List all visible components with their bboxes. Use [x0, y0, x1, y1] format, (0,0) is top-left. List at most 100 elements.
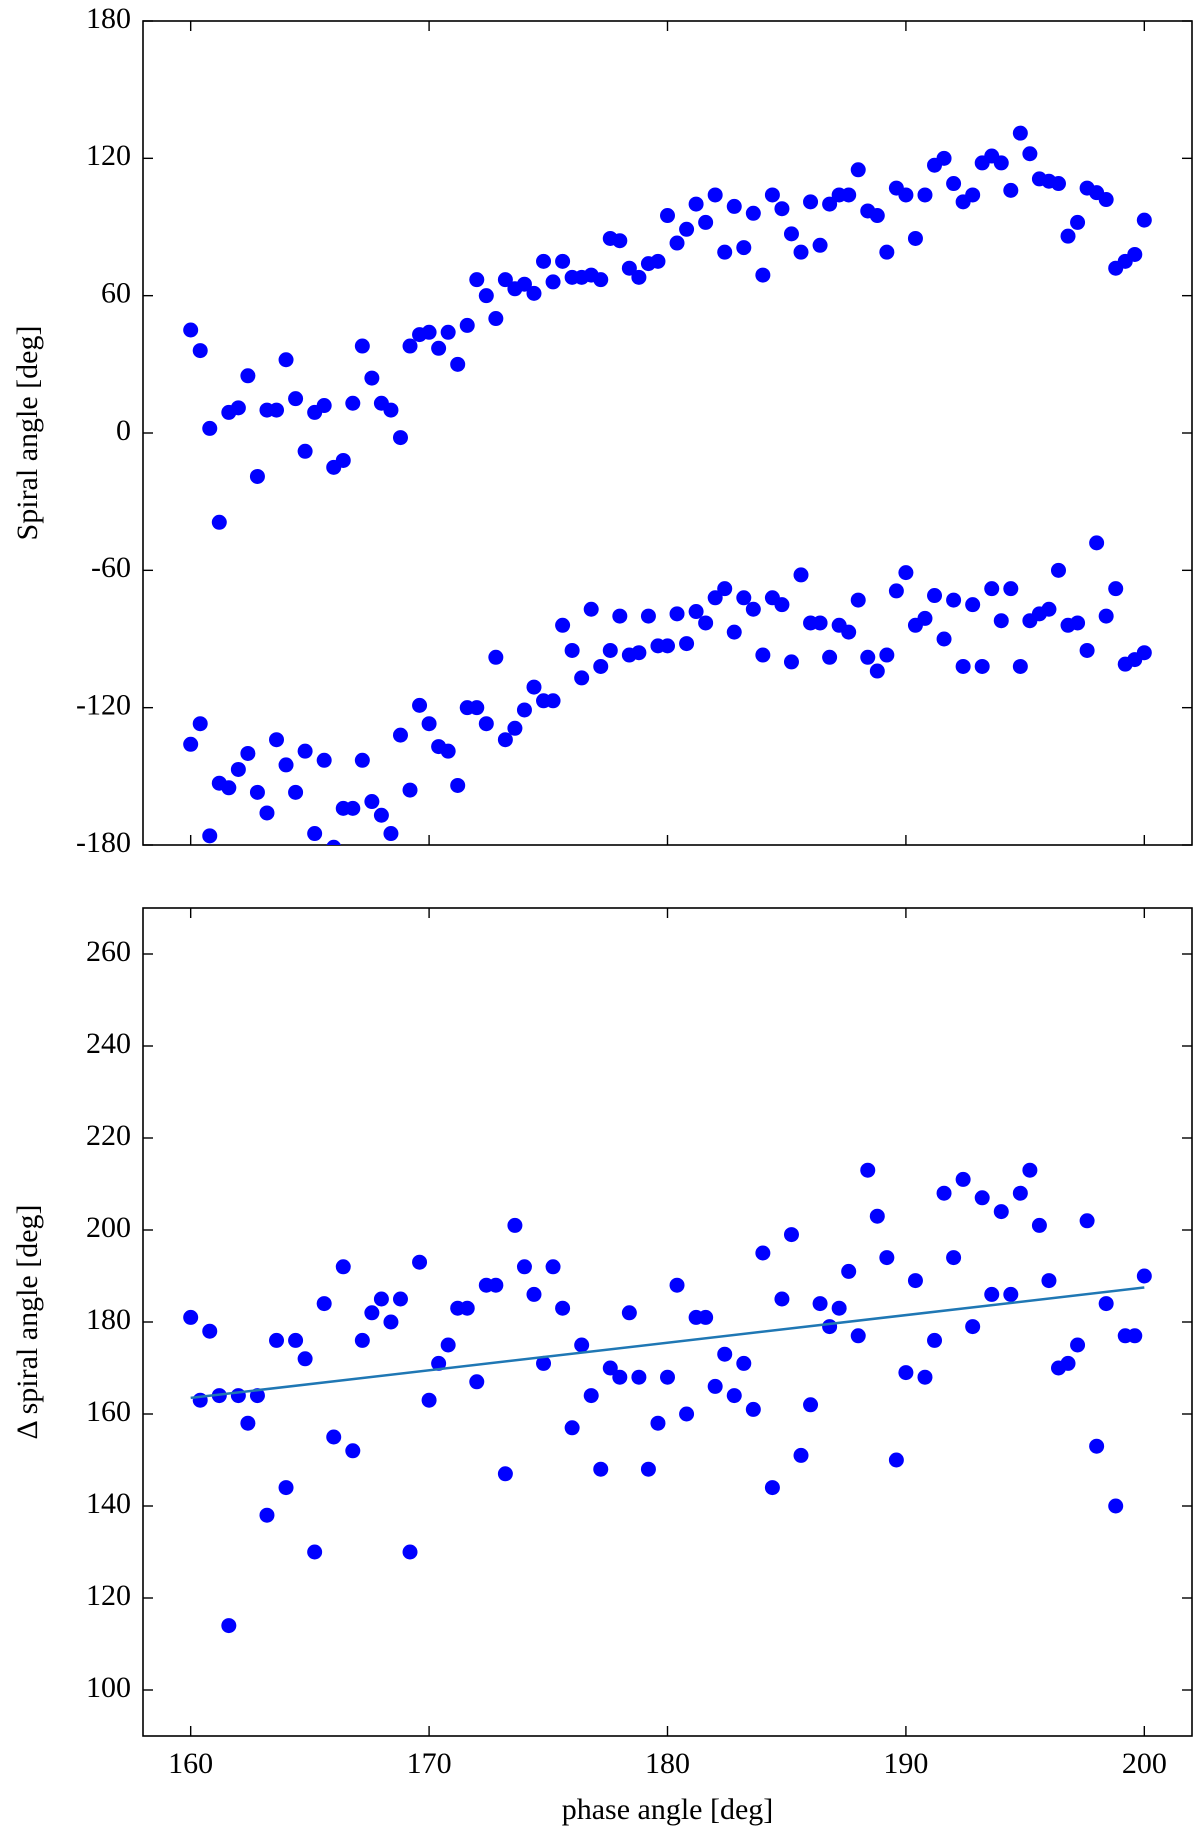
point [240, 1415, 256, 1431]
point [288, 391, 304, 407]
point [793, 1447, 809, 1463]
point [421, 716, 437, 732]
point [707, 1378, 723, 1394]
point [679, 1406, 695, 1422]
y-tick-label: 120 [86, 139, 131, 172]
point [402, 338, 418, 354]
point [1079, 642, 1095, 658]
point [879, 1250, 895, 1266]
point [803, 1397, 819, 1413]
point [545, 274, 561, 290]
y-tick-label: -180 [76, 826, 131, 859]
point [955, 1171, 971, 1187]
point [574, 670, 590, 686]
point [1127, 246, 1143, 262]
point [698, 214, 714, 230]
point [946, 1250, 962, 1266]
point [764, 187, 780, 203]
point [1041, 601, 1057, 617]
point [221, 780, 237, 796]
point [497, 1466, 513, 1482]
y-axis-label: Δ spiral angle [deg] [11, 1204, 44, 1439]
point [183, 322, 199, 338]
point [621, 260, 637, 276]
point [326, 839, 341, 845]
x-tick-label: 180 [645, 1747, 690, 1780]
point [631, 1369, 647, 1385]
point [917, 1369, 933, 1385]
point [402, 1544, 418, 1560]
x-axis-label: phase angle [deg] [562, 1793, 774, 1826]
y-tick-label: 120 [86, 1579, 131, 1612]
point [631, 269, 647, 285]
point [392, 1291, 408, 1307]
point [192, 716, 208, 732]
point [364, 1305, 380, 1321]
point [478, 288, 494, 304]
point [1108, 1498, 1124, 1514]
point [888, 583, 904, 599]
point [764, 1480, 780, 1496]
point [440, 1337, 456, 1353]
point [488, 311, 504, 327]
point [516, 1259, 532, 1275]
point [192, 343, 208, 359]
y-tick-label: 240 [86, 1027, 131, 1060]
point [335, 1259, 351, 1275]
point [860, 1162, 876, 1178]
y-tick-label: 180 [86, 2, 131, 35]
point [526, 285, 542, 301]
point [564, 1420, 580, 1436]
point [516, 276, 532, 292]
point [316, 398, 332, 414]
point [974, 1190, 990, 1206]
point [1098, 1296, 1114, 1312]
point [545, 693, 561, 709]
point [1022, 146, 1038, 162]
point [345, 800, 361, 816]
point [755, 647, 771, 663]
point [974, 658, 990, 674]
point [1012, 658, 1028, 674]
point [373, 807, 389, 823]
point [736, 1355, 752, 1371]
x-tick-label: 170 [407, 1747, 452, 1780]
point [1041, 1273, 1057, 1289]
point [440, 324, 456, 340]
point [936, 631, 952, 647]
point [707, 187, 723, 203]
point [850, 162, 866, 178]
point [431, 1355, 447, 1371]
point [917, 187, 933, 203]
y-tick-label: 60 [101, 277, 131, 310]
point [660, 208, 675, 224]
point [745, 601, 761, 617]
point [240, 368, 256, 384]
point [1060, 1355, 1076, 1371]
point [507, 720, 523, 736]
point [507, 1217, 523, 1233]
point [459, 317, 475, 333]
point [1098, 192, 1114, 208]
point [936, 1185, 952, 1201]
point [364, 794, 380, 810]
point [593, 272, 609, 288]
point [526, 1286, 542, 1302]
point [288, 784, 304, 800]
point [297, 443, 313, 459]
y-tick-label: 200 [86, 1211, 131, 1244]
point [1136, 212, 1152, 228]
point [774, 1291, 790, 1307]
point [812, 1296, 828, 1312]
point [555, 1300, 571, 1316]
point [612, 608, 628, 624]
point [984, 581, 1000, 597]
point [1003, 1286, 1019, 1302]
point [440, 743, 456, 759]
point [688, 604, 704, 620]
point [412, 697, 428, 713]
point [831, 1300, 847, 1316]
point [860, 649, 876, 665]
point [555, 253, 571, 269]
